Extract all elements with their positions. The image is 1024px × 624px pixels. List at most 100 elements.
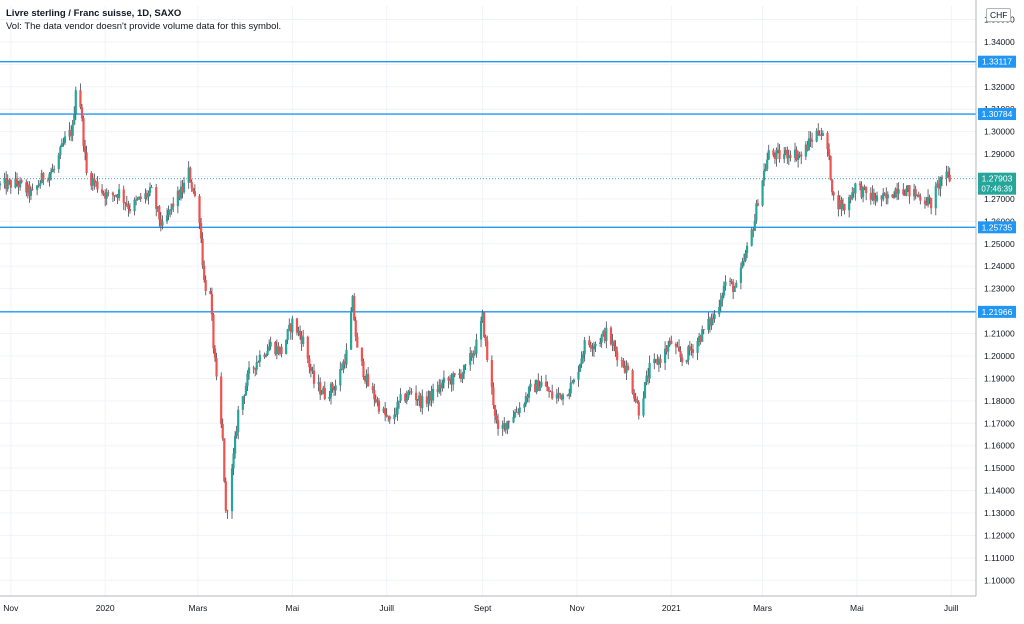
candle-body <box>46 179 50 181</box>
candle-body <box>269 341 272 347</box>
candle-body <box>804 144 807 157</box>
candle-body <box>919 196 922 201</box>
candle-body <box>674 343 678 347</box>
candle-body <box>622 360 625 367</box>
candle-body <box>25 182 28 193</box>
candle-body <box>384 408 387 415</box>
candle-body <box>882 193 885 200</box>
x-tick-label: 2021 <box>662 603 681 613</box>
candle-body <box>470 352 473 358</box>
candle-body <box>328 396 331 399</box>
x-tick-label: Mai <box>850 603 864 613</box>
candle-body <box>507 421 510 423</box>
candle-body <box>128 209 132 212</box>
chart-title: Livre sterling / Franc suisse, 1D, SAXO <box>6 8 182 19</box>
candle-body <box>266 350 269 356</box>
candle-body <box>654 359 657 360</box>
candle-body <box>53 169 56 170</box>
x-tick-label: 2020 <box>96 603 115 613</box>
candle-body <box>837 195 840 210</box>
x-tick-label: Nov <box>569 603 585 613</box>
y-tick-label: 1.11000 <box>984 553 1014 563</box>
candle-body <box>815 130 818 142</box>
candle-body <box>591 348 594 350</box>
candle-body <box>60 143 63 147</box>
candle-body <box>906 185 910 189</box>
y-tick-label: 1.13000 <box>984 508 1015 518</box>
candle-body <box>187 167 190 183</box>
candle-body <box>90 173 93 186</box>
candle-body <box>190 182 193 189</box>
candle-body <box>285 339 288 354</box>
candle-body <box>161 221 164 226</box>
candle-body <box>334 385 337 391</box>
candle-body <box>472 353 475 358</box>
candle-body <box>135 199 138 201</box>
candle-body <box>940 177 944 179</box>
candle-body <box>849 196 852 200</box>
candle-body <box>221 424 224 439</box>
candle-body <box>36 185 39 190</box>
candle-body <box>63 136 67 143</box>
axes[interactable]: 1.350001.340001.330001.320001.310001.300… <box>0 0 1015 613</box>
y-tick-label: 1.18000 <box>984 396 1015 406</box>
candle-body <box>582 354 585 359</box>
candle-body <box>295 318 299 333</box>
candle-body <box>679 351 682 358</box>
candle-body <box>493 405 497 416</box>
candle-body <box>288 324 291 330</box>
candle-body <box>786 149 789 159</box>
candle-body <box>458 373 461 376</box>
candle-body <box>711 317 715 320</box>
candle-body <box>568 393 571 397</box>
candle-body <box>244 386 248 396</box>
candle-body <box>523 404 526 408</box>
candle-body <box>728 280 732 282</box>
candle-body <box>518 407 521 413</box>
candle-body <box>122 189 125 203</box>
level-price-tag <box>978 305 1016 318</box>
candle-body <box>39 183 42 186</box>
candle-body <box>179 186 183 199</box>
candle-body <box>739 267 742 283</box>
candle-body <box>19 180 22 188</box>
candle-body <box>473 353 476 355</box>
candle-body <box>388 416 391 420</box>
candle-body <box>826 133 829 150</box>
candle-body <box>538 386 541 391</box>
currency-button[interactable]: CHF <box>986 8 1012 22</box>
candle-body <box>490 359 493 388</box>
candle-body <box>111 192 115 196</box>
candle-body <box>677 346 681 352</box>
candle-body <box>657 358 661 365</box>
level-price-label: 1.30784 <box>982 109 1013 119</box>
candle-body <box>408 391 411 393</box>
candle-body <box>319 382 322 395</box>
candle-body <box>840 199 843 209</box>
x-tick-label: Mars <box>753 603 772 613</box>
candle-body <box>159 219 162 226</box>
price-tags: 1.33117 1.30784 1.25735 1.21966 1.2790307:46… <box>978 55 1016 318</box>
candle-body <box>234 435 237 454</box>
candle-body <box>241 396 244 410</box>
candle-body <box>486 340 489 360</box>
candle-body <box>778 150 781 160</box>
candle-body <box>442 377 446 383</box>
candle-body <box>831 179 834 193</box>
candle-body <box>224 481 227 511</box>
candle-body <box>894 188 897 198</box>
candle-body <box>377 400 381 412</box>
level-price-label: 1.25735 <box>982 222 1013 232</box>
horizontal-levels[interactable] <box>0 61 976 313</box>
candle-body <box>438 384 441 393</box>
candle-body <box>469 352 472 365</box>
candle-body <box>345 349 348 365</box>
candle-body <box>257 361 260 363</box>
candle-body <box>484 336 487 341</box>
candle-body <box>308 358 311 368</box>
candle-body <box>592 346 596 350</box>
candle-body <box>948 174 951 182</box>
candle-body <box>892 197 896 199</box>
